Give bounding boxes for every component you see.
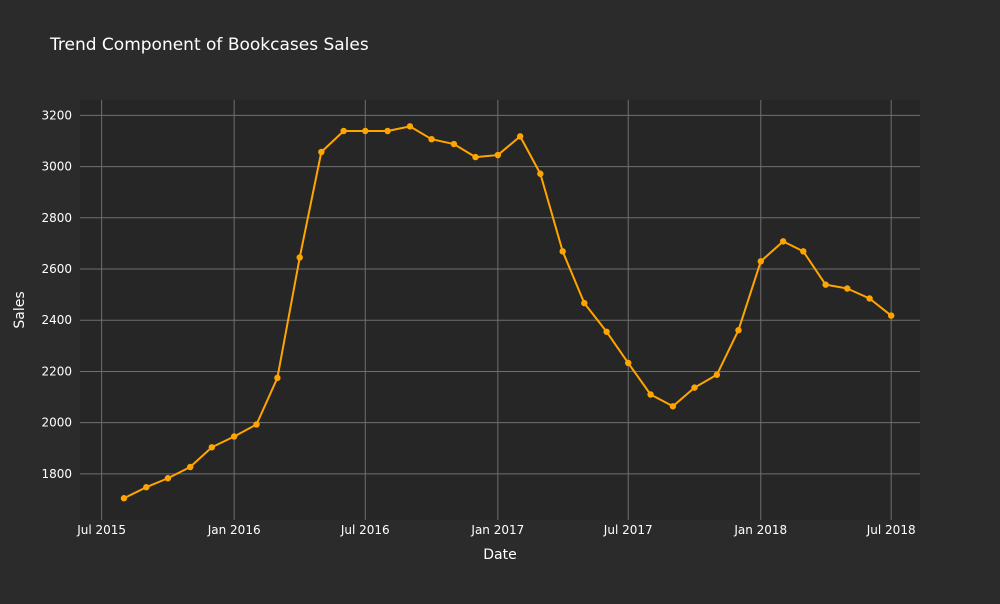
data-point[interactable] — [208, 444, 216, 451]
data-point[interactable] — [713, 371, 721, 378]
y-axis-ticks: 1800 2000 2200 2400 2600 2800 3000 3200 — [41, 108, 72, 481]
y-axis-title: Sales — [12, 291, 28, 328]
data-point[interactable] — [603, 328, 610, 335]
y-tick-label: 2600 — [41, 262, 72, 276]
data-point[interactable] — [494, 151, 502, 159]
data-point[interactable] — [887, 312, 895, 319]
x-axis-title: Date — [483, 547, 516, 563]
data-point[interactable] — [274, 374, 281, 382]
data-point[interactable] — [800, 248, 807, 255]
x-tick-label: Jul 2016 — [340, 523, 390, 537]
series-line — [123, 125, 892, 500]
grid-lines — [80, 100, 920, 520]
data-point[interactable] — [253, 421, 260, 428]
data-point[interactable] — [625, 359, 632, 367]
x-tick-label: Jan 2017 — [470, 523, 524, 537]
series-layer — [120, 123, 895, 502]
data-point[interactable] — [779, 238, 787, 245]
data-point[interactable] — [516, 133, 524, 140]
y-tick-label: 2200 — [41, 364, 72, 378]
data-point[interactable] — [406, 123, 414, 130]
data-point[interactable] — [384, 127, 391, 135]
data-point[interactable] — [844, 285, 851, 292]
data-point[interactable] — [318, 148, 325, 156]
data-point[interactable] — [647, 391, 654, 398]
data-point[interactable] — [691, 384, 698, 391]
data-point[interactable] — [120, 495, 128, 502]
plot-area — [80, 100, 920, 520]
data-point[interactable] — [735, 327, 742, 334]
y-tick-label: 2000 — [41, 416, 72, 430]
data-point[interactable] — [230, 433, 238, 440]
data-point[interactable] — [340, 127, 347, 135]
data-point[interactable] — [143, 484, 150, 491]
data-point[interactable] — [472, 153, 479, 161]
data-point[interactable] — [362, 127, 369, 135]
y-tick-label: 2400 — [41, 313, 72, 327]
data-point[interactable] — [581, 299, 588, 307]
x-tick-label: Jan 2018 — [733, 523, 787, 537]
x-tick-label: Jul 2017 — [603, 523, 653, 537]
x-tick-label: Jul 2015 — [76, 523, 126, 537]
x-tick-label: Jul 2018 — [866, 523, 916, 537]
data-point[interactable] — [559, 248, 566, 255]
data-point[interactable] — [537, 170, 544, 177]
x-tick-label: Jan 2016 — [207, 523, 261, 537]
chart-title: Trend Component of Bookcases Sales — [49, 35, 369, 55]
y-tick-label: 2800 — [41, 211, 72, 225]
data-point[interactable] — [757, 258, 764, 265]
data-point[interactable] — [866, 295, 873, 302]
y-tick-label: 3200 — [41, 108, 72, 122]
x-axis-ticks: Jul 2015 Jan 2016 Jul 2016 Jan 2017 Jul 2017… — [76, 523, 915, 537]
y-tick-label: 3000 — [41, 160, 72, 174]
data-point[interactable] — [296, 254, 303, 261]
data-point[interactable] — [187, 463, 194, 471]
y-tick-label: 1800 — [41, 467, 72, 481]
data-point[interactable] — [428, 135, 435, 143]
data-point[interactable] — [450, 140, 458, 148]
data-point[interactable] — [164, 475, 172, 482]
data-point[interactable] — [822, 281, 829, 288]
data-point[interactable] — [669, 403, 677, 410]
